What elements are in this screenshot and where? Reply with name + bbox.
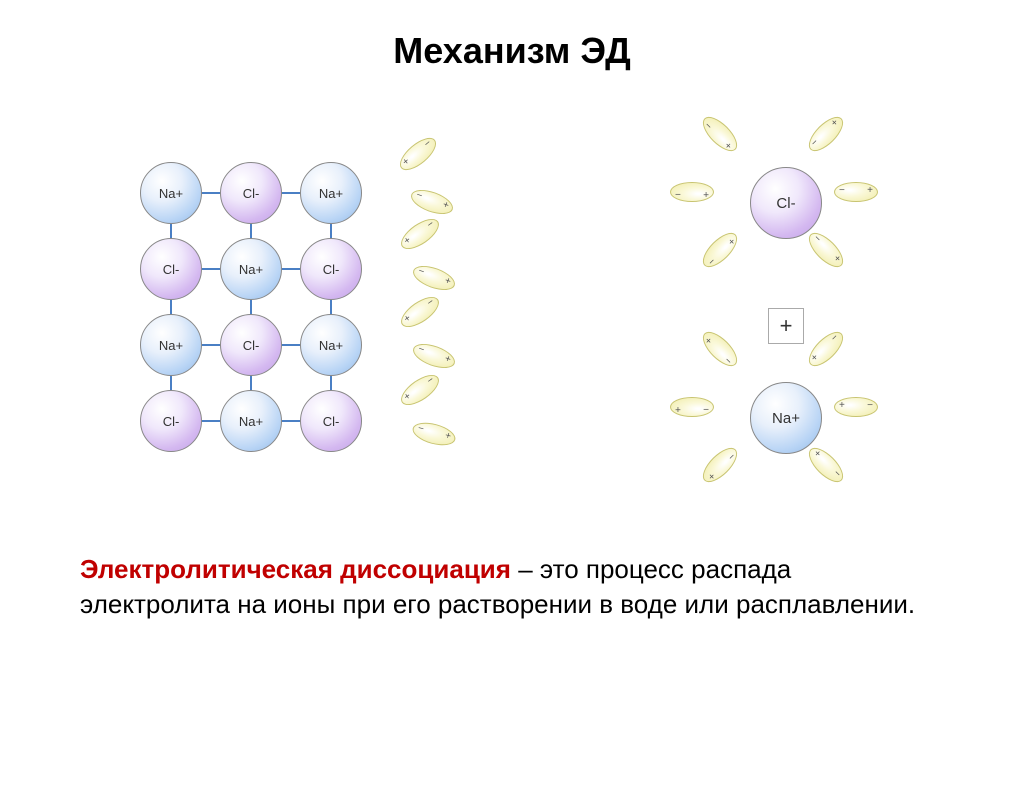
na-ion: Na+ (140, 314, 202, 376)
water-dipole (834, 182, 878, 202)
water-dipole (803, 326, 848, 371)
na-ion: Na+ (300, 314, 362, 376)
cl-ion: Cl- (300, 390, 362, 452)
cl-ion: Cl- (140, 238, 202, 300)
water-dipole (395, 132, 442, 176)
hydrated-na-ion: Na+ (750, 382, 822, 454)
water-dipole (697, 326, 742, 371)
crystal-lattice: Na+ Cl- Na+ Cl- Na+ Cl- Na+ Cl- Na+ Cl- Na+ Cl- (140, 162, 440, 482)
na-ion: Na+ (220, 390, 282, 452)
plus-symbol: + (780, 313, 793, 339)
water-dipole (408, 185, 456, 219)
na-ion: Na+ (220, 238, 282, 300)
definition-term: Электролитическая диссоциация (80, 554, 511, 584)
hydrated-cl-ion: Cl- (750, 167, 822, 239)
water-dipole (410, 261, 458, 295)
cl-ion: Cl- (300, 238, 362, 300)
water-dipole (396, 369, 444, 411)
cl-ion: Cl- (220, 314, 282, 376)
water-dipole (697, 111, 742, 156)
water-dipole (697, 227, 742, 272)
cl-ion: Cl- (220, 162, 282, 224)
water-dipole (670, 397, 714, 417)
na-ion: Na+ (300, 162, 362, 224)
water-dipole (396, 213, 444, 255)
water-dipole (697, 442, 742, 487)
na-ion: Na+ (140, 162, 202, 224)
cl-ion: Cl- (140, 390, 202, 452)
definition-text: Электролитическая диссоциация – это проц… (0, 532, 1024, 622)
water-dipole (803, 227, 848, 272)
water-dipole (803, 442, 848, 487)
water-dipole (803, 111, 848, 156)
page-title: Механизм ЭД (0, 30, 1024, 72)
plus-box: + (768, 308, 804, 344)
hydrated-na-group: Na+ (660, 347, 890, 487)
hydrated-cl-group: Cl- (660, 132, 890, 272)
water-dipole (396, 291, 444, 333)
water-dipole (670, 182, 714, 202)
water-dipole (834, 397, 878, 417)
diagram-area: Na+ Cl- Na+ Cl- Na+ Cl- Na+ Cl- Na+ Cl- Na+ Cl- Cl-… (0, 112, 1024, 532)
water-dipole (410, 339, 458, 373)
water-dipole (410, 419, 458, 450)
